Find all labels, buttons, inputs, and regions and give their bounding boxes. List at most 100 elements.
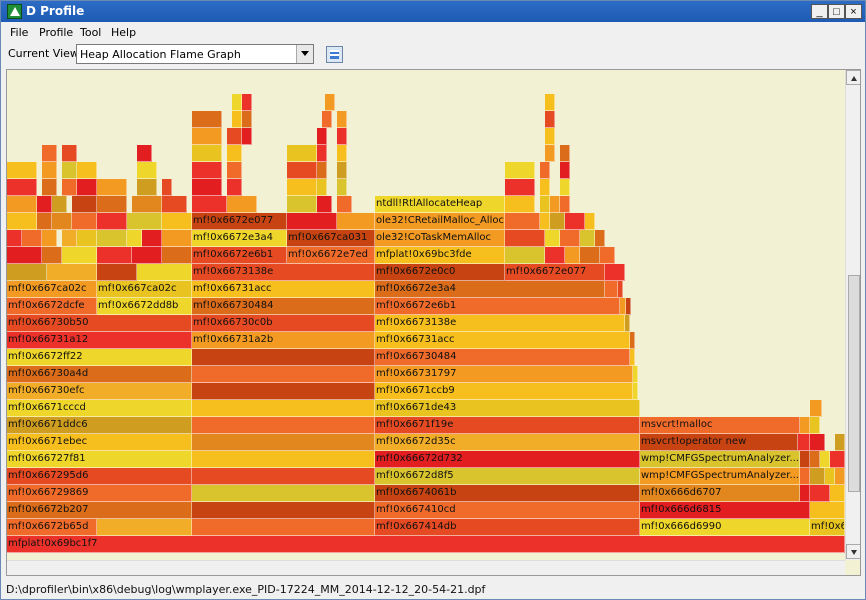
flame-frame-unlabeled[interactable]	[232, 94, 242, 111]
flame-frame-unlabeled[interactable]	[227, 196, 257, 213]
flame-frame-unlabeled[interactable]	[192, 468, 375, 485]
flame-frame-unlabeled[interactable]	[192, 383, 375, 400]
flame-frame[interactable]: mf!0x6672e3a4	[375, 281, 605, 298]
flame-frame-unlabeled[interactable]	[192, 128, 222, 145]
flame-frame[interactable]: mf!0x6671de43	[375, 400, 640, 417]
flame-frame-unlabeled[interactable]	[42, 230, 57, 247]
flame-frame[interactable]: mf!0x6671ddc6	[7, 417, 192, 434]
flame-frame-unlabeled[interactable]	[560, 145, 570, 162]
flame-frame-unlabeled[interactable]	[72, 196, 97, 213]
flame-frame[interactable]: mf!0x6671cccd	[7, 400, 192, 417]
flame-frame[interactable]: mf!0x66730c0b	[192, 315, 375, 332]
flame-frame[interactable]: msvcrt!malloc	[640, 417, 800, 434]
flame-frame-unlabeled[interactable]	[232, 111, 242, 128]
flame-frame-unlabeled[interactable]	[72, 213, 97, 230]
flame-frame-unlabeled[interactable]	[62, 230, 77, 247]
flame-frame-unlabeled[interactable]	[77, 162, 97, 179]
flame-frame-unlabeled[interactable]	[545, 247, 565, 264]
flame-frame-unlabeled[interactable]	[633, 383, 638, 400]
flame-frame-unlabeled[interactable]	[52, 196, 67, 213]
flame-frame-unlabeled[interactable]	[162, 196, 187, 213]
flame-frame[interactable]: mf!0x6672ff22	[7, 349, 192, 366]
flame-frame[interactable]: mf!0x6672b65d	[7, 519, 97, 536]
menu-profile[interactable]: Profile	[39, 26, 74, 39]
flame-frame-unlabeled[interactable]	[540, 213, 550, 230]
flame-frame-unlabeled[interactable]	[550, 196, 560, 213]
flame-frame-unlabeled[interactable]	[22, 230, 42, 247]
flame-frame-unlabeled[interactable]	[560, 179, 570, 196]
flame-frame-unlabeled[interactable]	[192, 366, 375, 383]
flame-frame-unlabeled[interactable]	[62, 247, 97, 264]
flame-frame-unlabeled[interactable]	[810, 400, 822, 417]
flame-frame[interactable]: mf!0x66730efc	[7, 383, 192, 400]
flame-frame[interactable]: mf!0x666d6990	[640, 519, 810, 536]
flame-frame-unlabeled[interactable]	[540, 162, 550, 179]
flame-frame[interactable]: mfplat!0x69bc1f7	[7, 536, 845, 553]
flame-frame-unlabeled[interactable]	[162, 179, 172, 196]
flame-frame-unlabeled[interactable]	[62, 145, 77, 162]
menu-help[interactable]: Help	[111, 26, 137, 39]
flame-frame-unlabeled[interactable]	[317, 179, 327, 196]
flame-frame-unlabeled[interactable]	[162, 247, 192, 264]
flame-frame-unlabeled[interactable]	[337, 213, 375, 230]
flame-frame-unlabeled[interactable]	[192, 400, 375, 417]
flame-frame-unlabeled[interactable]	[227, 145, 242, 162]
flame-frame-unlabeled[interactable]	[162, 230, 192, 247]
flame-frame[interactable]: mf!0x6672d35c	[375, 434, 640, 451]
flame-frame[interactable]: mf!0x6671f19e	[375, 417, 640, 434]
flame-frame-unlabeled[interactable]	[595, 230, 605, 247]
flame-frame[interactable]: msvcrt!operator new	[640, 434, 798, 451]
flame-frame-unlabeled[interactable]	[42, 247, 62, 264]
flame-frame-unlabeled[interactable]	[162, 213, 192, 230]
flame-frame[interactable]: mf!0x6671ebec	[7, 434, 192, 451]
flame-frame-unlabeled[interactable]	[800, 417, 810, 434]
flame-frame-unlabeled[interactable]	[337, 128, 347, 145]
vertical-scroll-thumb[interactable]	[848, 275, 860, 492]
flame-frame[interactable]: mf!0x66730b50	[7, 315, 192, 332]
chevron-down-icon[interactable]	[296, 45, 313, 63]
flame-frame-unlabeled[interactable]	[600, 247, 615, 264]
flame-frame-unlabeled[interactable]	[287, 145, 317, 162]
flame-frame-unlabeled[interactable]	[626, 298, 631, 315]
flame-frame-unlabeled[interactable]	[322, 111, 332, 128]
flame-frame-unlabeled[interactable]	[560, 162, 570, 179]
flame-frame-unlabeled[interactable]	[137, 179, 157, 196]
flame-frame-unlabeled[interactable]	[42, 179, 57, 196]
flame-frame-unlabeled[interactable]	[192, 519, 375, 536]
flame-frame-unlabeled[interactable]	[97, 196, 127, 213]
flame-frame-unlabeled[interactable]	[242, 128, 252, 145]
flame-frame-unlabeled[interactable]	[242, 94, 252, 111]
flame-frame-unlabeled[interactable]	[7, 230, 22, 247]
flame-frame[interactable]: mf!0x666d6707	[640, 485, 800, 502]
flame-frame-unlabeled[interactable]	[317, 128, 327, 145]
flame-frame-unlabeled[interactable]	[37, 196, 52, 213]
flame-frame-unlabeled[interactable]	[7, 247, 42, 264]
flame-frame[interactable]: mf!0x6672dd8b	[97, 298, 192, 315]
flame-frame[interactable]: mf!0x667414db	[375, 519, 640, 536]
flame-frame[interactable]: mf!0x66730484	[192, 298, 375, 315]
flame-frame-unlabeled[interactable]	[7, 196, 37, 213]
flame-frame-unlabeled[interactable]	[625, 315, 630, 332]
flame-frame-unlabeled[interactable]	[800, 451, 810, 468]
flame-frame[interactable]: mf!0x66727f81	[7, 451, 192, 468]
flame-frame-unlabeled[interactable]	[835, 468, 845, 485]
flame-frame-unlabeled[interactable]	[42, 162, 57, 179]
flame-frame[interactable]: mf!0x66729869	[7, 485, 192, 502]
flame-frame[interactable]: wmp!CMFGSpectrumAnalyzer...	[640, 451, 800, 468]
flame-frame-unlabeled[interactable]	[42, 145, 57, 162]
flame-frame-unlabeled[interactable]	[192, 349, 375, 366]
flame-frame-unlabeled[interactable]	[505, 179, 535, 196]
flame-frame[interactable]: ole32!CoTaskMemAlloc	[375, 230, 505, 247]
flame-frame-unlabeled[interactable]	[605, 281, 618, 298]
flame-frame[interactable]: mf!0x6673138e	[192, 264, 375, 281]
flame-frame-unlabeled[interactable]	[287, 213, 337, 230]
flame-frame-unlabeled[interactable]	[287, 179, 317, 196]
flame-frame-unlabeled[interactable]	[545, 111, 555, 128]
flame-frame-unlabeled[interactable]	[97, 247, 132, 264]
flame-frame[interactable]: mf!0x667ca031	[287, 230, 375, 247]
flame-frame-unlabeled[interactable]	[550, 213, 565, 230]
flame-frame[interactable]: mf!0x666d6815	[640, 502, 810, 519]
flame-frame-unlabeled[interactable]	[137, 145, 152, 162]
flame-frame-unlabeled[interactable]	[227, 162, 242, 179]
flame-frame-unlabeled[interactable]	[192, 196, 227, 213]
